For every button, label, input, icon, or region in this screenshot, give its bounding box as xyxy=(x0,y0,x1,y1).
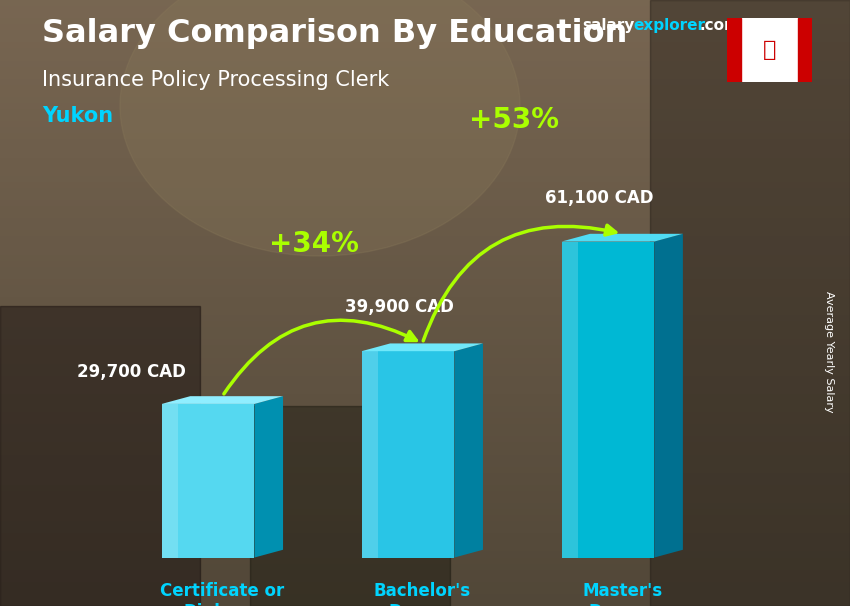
Text: 39,900 CAD: 39,900 CAD xyxy=(345,298,454,316)
Text: .com: .com xyxy=(700,18,740,33)
Text: Certificate or
Diploma: Certificate or Diploma xyxy=(161,582,285,606)
Bar xyxy=(797,18,812,82)
Text: Salary Comparison By Education: Salary Comparison By Education xyxy=(42,18,628,49)
Bar xyxy=(727,18,741,82)
Text: Bachelor's
Degree: Bachelor's Degree xyxy=(374,582,471,606)
Text: Yukon: Yukon xyxy=(42,106,114,126)
Text: +34%: +34% xyxy=(269,230,359,258)
Text: 🍁: 🍁 xyxy=(762,40,776,60)
Text: Insurance Policy Processing Clerk: Insurance Policy Processing Clerk xyxy=(42,70,390,90)
Text: Master's
Degree: Master's Degree xyxy=(582,582,662,606)
Text: 61,100 CAD: 61,100 CAD xyxy=(545,188,654,207)
Bar xyxy=(741,18,797,82)
Text: salary: salary xyxy=(582,18,635,33)
Bar xyxy=(650,0,850,606)
Bar xyxy=(0,306,200,606)
Ellipse shape xyxy=(120,0,520,256)
Text: +53%: +53% xyxy=(468,106,558,134)
Bar xyxy=(250,406,450,606)
Text: 29,700 CAD: 29,700 CAD xyxy=(77,363,186,381)
Text: explorer: explorer xyxy=(633,18,706,33)
Text: Average Yearly Salary: Average Yearly Salary xyxy=(824,291,834,412)
